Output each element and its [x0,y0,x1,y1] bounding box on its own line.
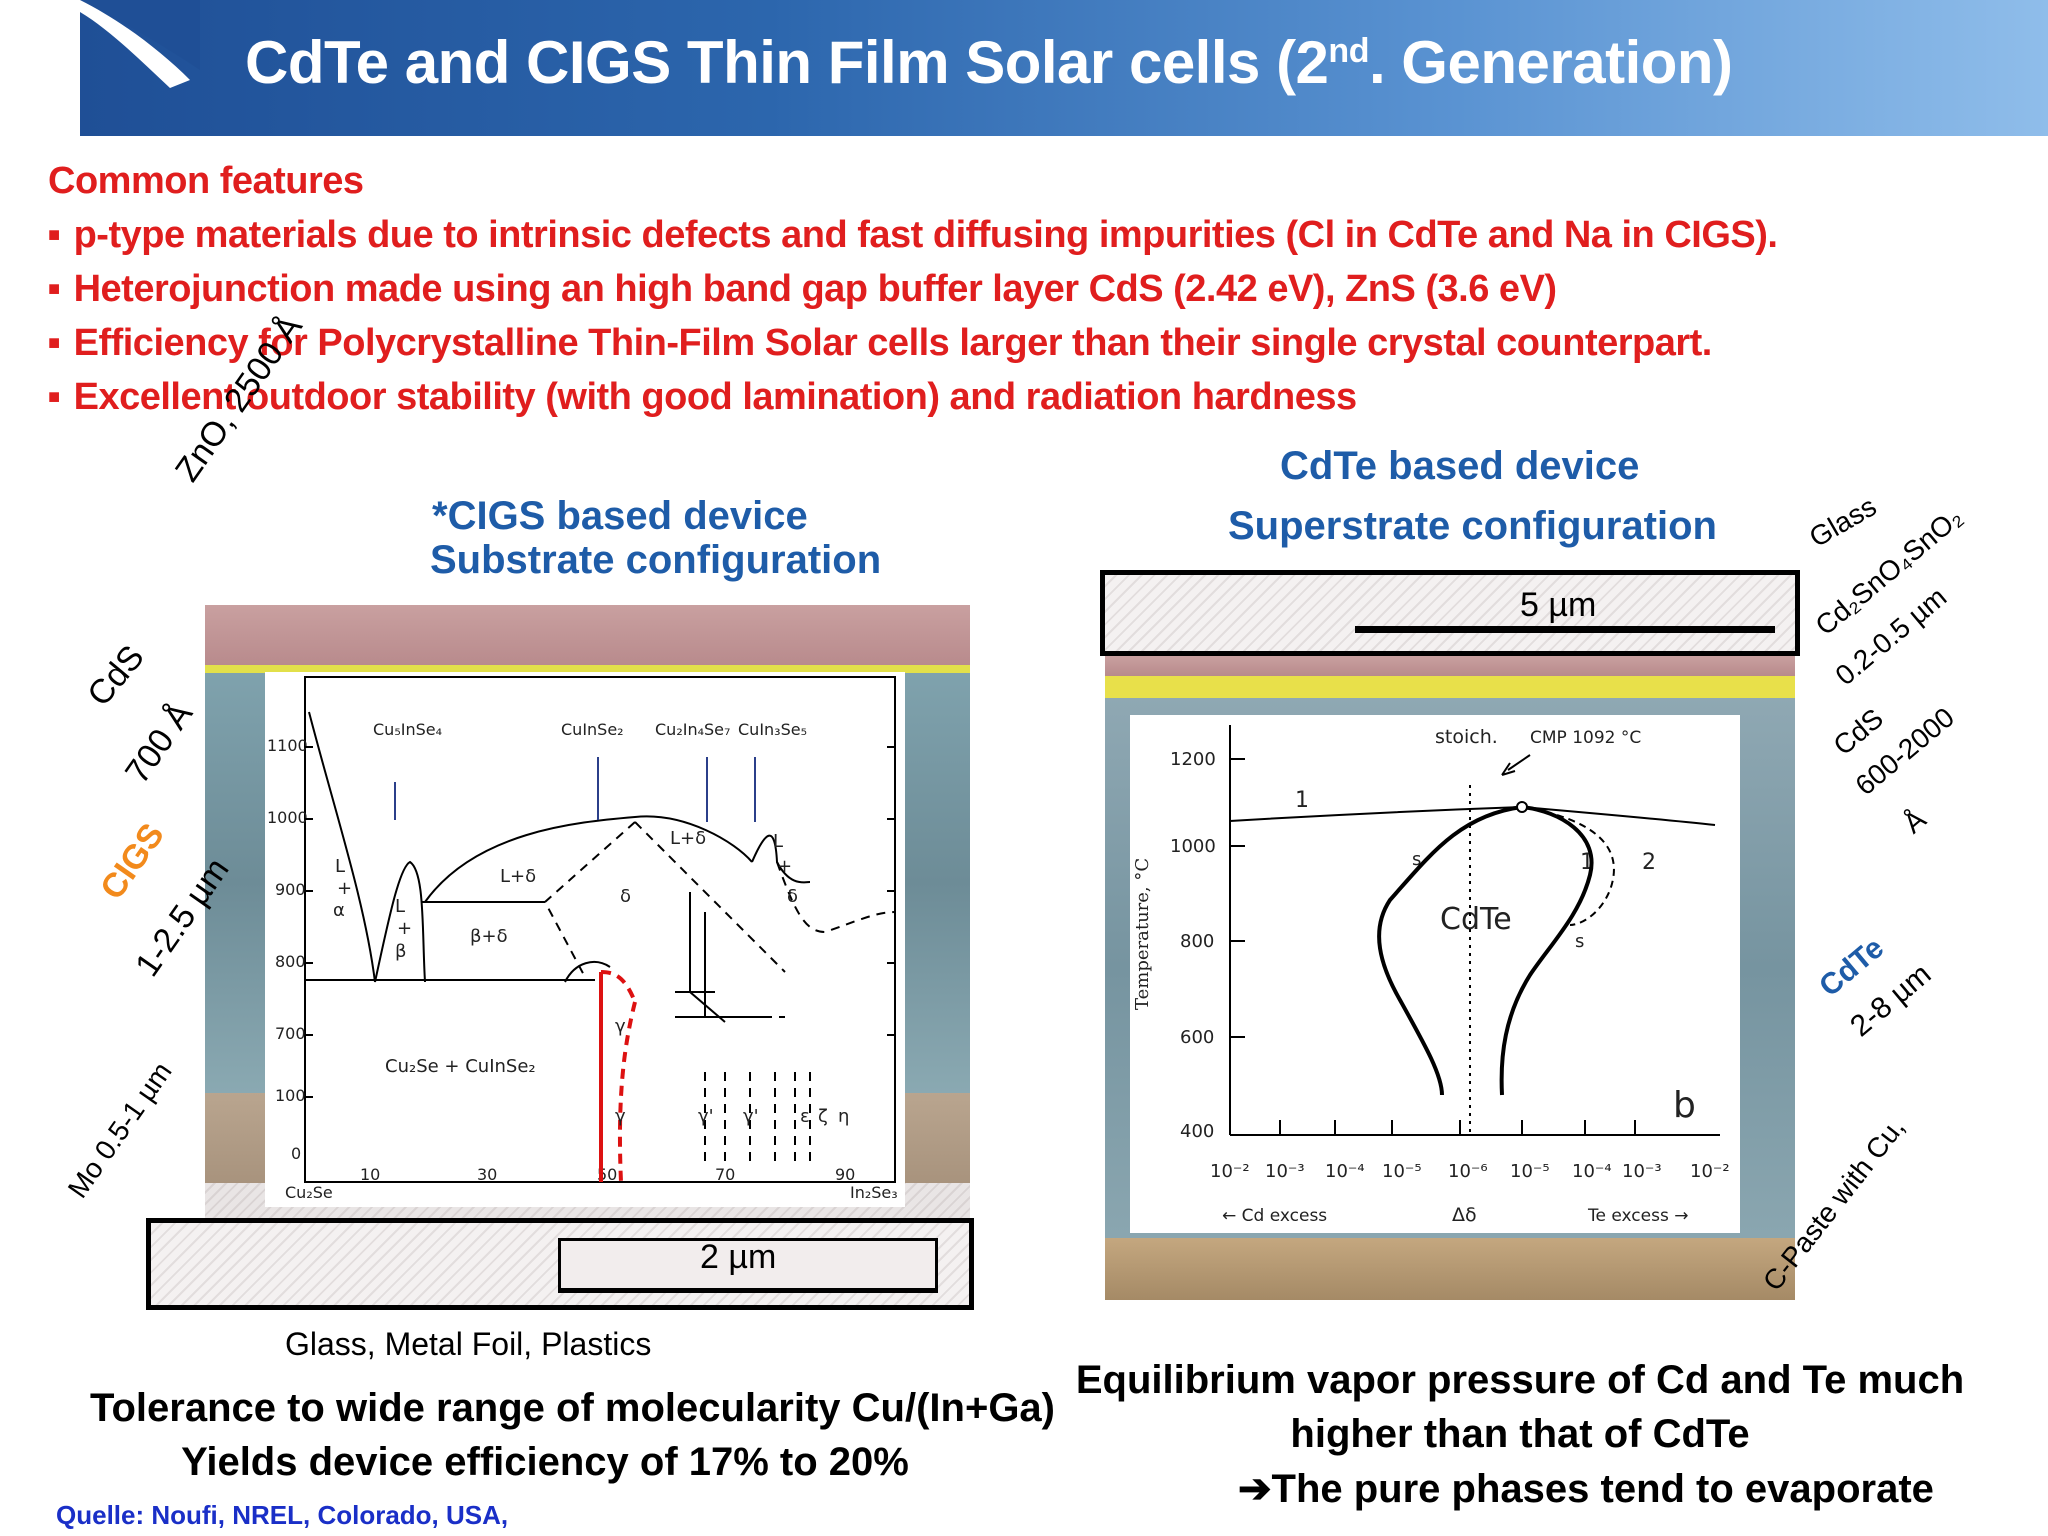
cds-thickness-label: 700 Å [118,695,201,791]
cdte-caption-1: Equilibrium vapor pressure of Cd and Te … [1075,1358,1965,1402]
y-tick-label: 700 [275,1024,306,1043]
x-tick-label: 10⁻⁶ [1448,1161,1488,1182]
logo-swoosh [0,0,200,140]
cigs-subheading: Substrate configuration [430,538,882,582]
cdte-region-label: CdTe [1440,902,1512,937]
cmp-label: CMP 1092 °C [1530,728,1641,748]
y-tick-label: 1200 [1170,749,1216,770]
cdte-caption-3: ➔The pure phases tend to evaporate [1238,1467,1934,1511]
y-tick-label: 800 [275,952,306,971]
x-axis-right-label: In₂Se₃ [850,1183,898,1202]
y-tick-label: 800 [1180,931,1214,952]
y-tick-label: 600 [1180,1027,1214,1048]
phase-label: CuIn₃Se₅ [738,720,807,739]
region-label: β [395,941,407,962]
region-label: γ [615,1016,626,1037]
cigs-scale-label: 2 µm [700,1238,777,1276]
y-tick-label: 400 [1180,1121,1214,1142]
cdte-subheading: Superstrate configuration [1228,504,1717,548]
arrow-icon: ➔ [1238,1467,1272,1511]
region-label: δ [620,886,631,907]
panel-letter: b [1673,1085,1696,1126]
x-axis-mid-label: Δδ [1452,1204,1477,1226]
cdte-scale-label: 5 µm [1520,586,1597,624]
y-tick-label: 1000 [267,808,308,827]
x-tick-label: 10⁻⁴ [1325,1161,1365,1182]
y-tick-label: 100 [275,1086,306,1105]
x-tick-label: 90 [835,1165,855,1184]
x-tick-label: 10 [360,1165,380,1184]
region-label: + [337,878,352,899]
region-label: Cu₂Se + CuInSe₂ [385,1056,536,1077]
region-label: L [335,856,345,877]
bullet-item: p-type materials due to intrinsic defect… [48,214,1778,257]
common-heading: Common features [48,160,364,202]
x-tick-label: 10⁻³ [1622,1161,1662,1182]
cigs-caption-2: Yields device efficiency of 17% to 20% [181,1440,909,1484]
y-tick-label: 1100 [267,736,308,755]
source-note: Quelle: Noufi, NREL, Colorado, USA, [56,1500,509,1530]
cigs-caption-1: Tolerance to wide range of molecularity … [90,1386,1055,1430]
region-label: L [395,896,405,917]
x-axis-left-label: ← Cd excess [1222,1206,1327,1226]
region-label: η [838,1106,849,1127]
x-axis-left-label: Cu₂Se [285,1183,333,1202]
curve-label: 1 [1295,788,1309,813]
phase-label: Cu₅InSe₄ [373,720,442,739]
title-banner [80,0,2048,136]
x-tick-label: 10⁻² [1690,1161,1730,1182]
region-label: L+δ [670,828,706,849]
region-label: δ [787,886,798,907]
stoich-label: stoich. [1435,726,1498,748]
page-title: CdTe and CIGS Thin Film Solar cells (2nd… [245,29,1733,96]
x-tick-label: 30 [477,1165,497,1184]
cdte-caption-2: higher than that of CdTe [1290,1412,1750,1456]
bullet-item: Heterojunction made using an high band g… [48,268,1557,311]
x-tick-label: 70 [715,1165,735,1184]
cigs-heading: *CIGS based device [432,494,808,538]
curve-label: 2 [1642,850,1656,875]
curve-label: s [1412,849,1421,870]
cigs-phase-diagram: 1100 1000 900 800 700 100 0 10 30 50 70 … [265,672,905,1207]
y-tick-label: 900 [275,880,306,899]
bullet-item: Efficiency for Polycrystalline Thin-Film… [48,322,1713,365]
cigs-substrate-label: Glass, Metal Foil, Plastics [285,1326,652,1362]
region-label: L+δ [500,866,536,887]
cigs-scale-bar [558,1288,938,1293]
cds-label: CdS [80,638,152,714]
region-label: γ' [698,1106,714,1127]
glass-label: Glass [1804,490,1882,554]
region-label: β+δ [470,926,508,947]
region-label: L [773,831,783,852]
region-label: ε [800,1106,810,1127]
region-label: + [397,918,412,939]
x-axis-right-label: Te excess → [1587,1206,1688,1226]
curve-label: s [1575,931,1584,952]
cigs-layer-label: CIGS [93,816,172,907]
y-tick-label: 0 [291,1144,301,1163]
cds-unit-label: Å [1897,803,1932,840]
region-label: + [777,856,792,877]
y-tick-label: 1000 [1170,836,1216,857]
x-tick-label: 10⁻² [1210,1161,1250,1182]
cdte-glass-box [1100,570,1800,656]
x-tick-label: 10⁻⁵ [1510,1161,1550,1182]
cdte-scale-bar [1355,626,1775,633]
y-axis-label: Temperature, °C [1132,858,1153,1010]
region-label: ζ [818,1106,828,1127]
region-label: α [333,900,345,921]
mo-label: Mo 0.5-1 µm [61,1056,178,1204]
region-label: γ [615,1106,626,1127]
cdte-phase-diagram: Temperature, °C 1200 1000 800 600 400 10… [1130,715,1740,1233]
x-tick-label: 10⁻⁵ [1382,1161,1422,1182]
bullet-item: Excellent outdoor stability (with good l… [48,376,1358,419]
phase-label: Cu₂In₄Se₇ [655,720,730,739]
phase-label: CuInSe₂ [561,720,624,739]
cdte-heading: CdTe based device [1280,444,1640,488]
x-tick-label: 10⁻³ [1265,1161,1305,1182]
x-tick-label: 10⁻⁴ [1572,1161,1612,1182]
region-label: γ' [743,1106,759,1127]
